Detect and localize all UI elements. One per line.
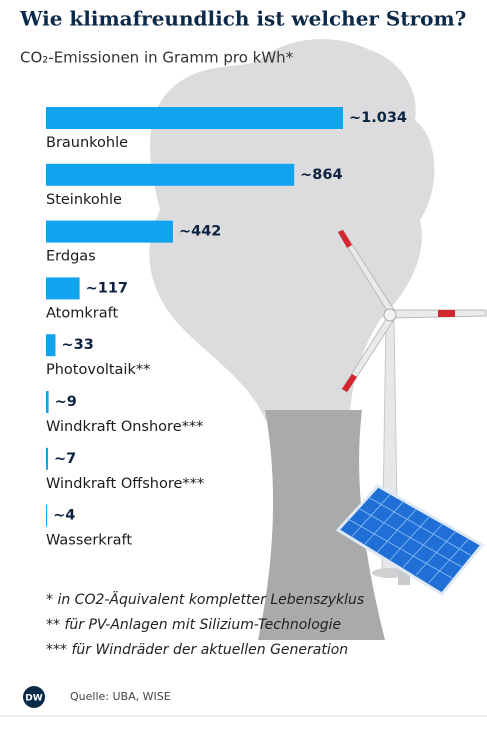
- value-label: ~864: [300, 167, 342, 183]
- chart-title: Wie klimafreundlich ist welcher Strom?: [19, 7, 466, 31]
- turbine-blade-tip: [342, 374, 357, 392]
- panel-line: [367, 496, 473, 557]
- category-label: Windkraft Onshore***: [46, 419, 203, 435]
- value-label: ~33: [61, 337, 93, 353]
- smoke-cloud: [149, 39, 435, 420]
- bar: [46, 220, 173, 243]
- bar: [46, 447, 49, 470]
- bar: [46, 163, 295, 186]
- logo: [23, 686, 45, 708]
- solar-panel-grid: [347, 493, 473, 583]
- category-label: Atomkraft: [46, 305, 118, 321]
- footnote: ** für PV-Anlagen mit Silizium-Technolog…: [46, 617, 341, 633]
- bar: [46, 391, 49, 413]
- category-label: Photovoltaik**: [46, 362, 150, 378]
- value-label: ~4: [53, 508, 75, 524]
- value-label: ~1.034: [349, 110, 407, 126]
- panel-line: [428, 538, 470, 583]
- category-label: Wasserkraft: [46, 533, 132, 549]
- background-illustration: [149, 39, 487, 640]
- category-label: Windkraft Offshore***: [46, 476, 204, 492]
- panel-line: [347, 518, 453, 579]
- bar-group: ~1.034 Braunkohle ~864 Steinkohle ~442 Erdgas…: [46, 107, 407, 549]
- category-label: Steinkohle: [46, 192, 122, 208]
- value-label: ~442: [179, 224, 221, 240]
- solar-panel: [335, 484, 485, 596]
- bar: [46, 334, 56, 357]
- value-label: ~117: [86, 280, 128, 296]
- source: Quelle: UBA, WISE: [70, 690, 171, 703]
- value-label: ~9: [55, 394, 77, 410]
- footnote: *** für Windräder der aktuellen Generati…: [46, 642, 348, 658]
- panel-line: [389, 515, 431, 561]
- bar: [46, 504, 48, 527]
- panel-line: [357, 507, 463, 568]
- turbine-hub: [383, 308, 397, 322]
- category-label: Erdgas: [46, 249, 96, 265]
- cooling-tower: [258, 410, 385, 640]
- panel-line: [402, 523, 444, 568]
- category-label: Braunkohle: [46, 135, 128, 151]
- logo-text: DW: [25, 694, 42, 704]
- turbine-blade-tip: [338, 230, 352, 248]
- bar: [46, 107, 343, 129]
- footnote: * in CO2-Äquivalent kompletter Lebenszyk…: [46, 590, 364, 608]
- bar: [46, 277, 80, 300]
- value-label: ~7: [54, 451, 76, 467]
- turbine-blade-tip: [438, 310, 455, 317]
- chart-subtitle: CO₂-Emissionen in Gramm pro kWh*: [20, 49, 294, 67]
- panel-line: [415, 530, 457, 576]
